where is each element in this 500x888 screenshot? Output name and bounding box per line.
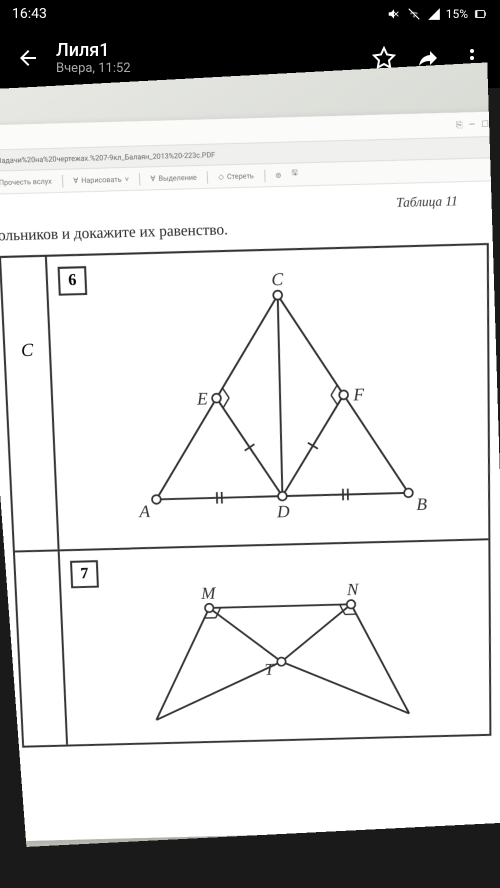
problem-6-diagram: A B C D E F: [62, 260, 475, 535]
problem-7-diagram: M N T: [74, 554, 475, 731]
pdf-window: ⎘—☐ × %203адачи%20на%20чертежах.%207-9кл…: [0, 111, 500, 841]
svg-text:A: A: [138, 501, 151, 521]
toolbar-print-icon: ⊜: [275, 171, 281, 180]
toolbar-highlight: ∀ Выделение: [150, 173, 197, 183]
battery-icon: [472, 6, 488, 22]
close-icon: ×: [495, 118, 500, 130]
arrow-left-icon: [16, 46, 40, 70]
mute-icon: [386, 6, 402, 22]
pdf-filename: %203адачи%20на%20чертежах.%207-9кл_Балая…: [0, 150, 215, 165]
problem-7-cell: 7 M N T: [60, 540, 490, 744]
svg-text:E: E: [196, 388, 209, 409]
svg-text:T: T: [264, 660, 275, 679]
svg-text:D: D: [276, 501, 290, 521]
problem-6-cell: 6 A B C D E F: [47, 245, 488, 549]
signal-icon: [426, 6, 442, 22]
photo-content: ⎘—☐ × %203адачи%20на%20чертежах.%207-9кл…: [0, 62, 500, 846]
star-icon: [372, 46, 396, 70]
back-button[interactable]: [8, 38, 48, 78]
svg-text:B: B: [416, 494, 427, 514]
wifi-icon: [406, 6, 422, 22]
problem-7-number: 7: [70, 560, 99, 588]
svg-text:M: M: [200, 584, 217, 603]
problem-6-number: 6: [58, 266, 88, 296]
toolbar-erase: ◇ Стереть: [218, 171, 254, 180]
svg-text:C: C: [271, 268, 284, 289]
toolbar-save-icon: 🖫: [292, 169, 298, 181]
toolbar-read-aloud: A» Прочесть вслух: [0, 177, 52, 187]
problems-table: C 6 A B C D E F 7 M N T: [0, 243, 491, 748]
svg-text:N: N: [346, 580, 360, 599]
toolbar-draw: ∀ Нарисовать ˅: [73, 175, 129, 185]
chat-title: Лиля1: [56, 40, 364, 61]
image-viewer[interactable]: ⎘—☐ × %203адачи%20на%20чертежах.%207-9кл…: [0, 88, 500, 888]
status-icons: 15%: [386, 6, 488, 22]
pdf-page: Таблица 11 ольников и докажите их равенс…: [0, 181, 500, 841]
battery-text: 15%: [446, 7, 468, 21]
status-time: 16:43: [12, 6, 47, 22]
svg-text:F: F: [352, 384, 364, 405]
status-bar: 16:43 15%: [0, 0, 500, 28]
